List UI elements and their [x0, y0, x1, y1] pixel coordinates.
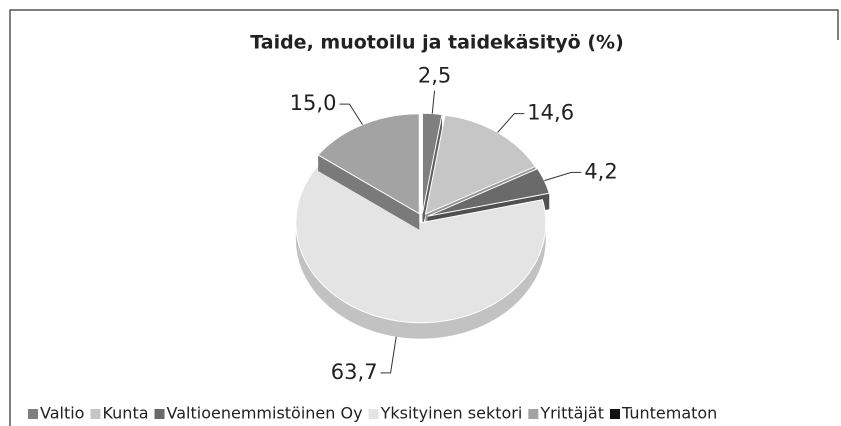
- legend-label: Valtio: [40, 404, 84, 423]
- legend-label: Valtioenemmistöinen Oy: [167, 404, 363, 423]
- legend-swatch: [609, 409, 620, 419]
- data-label: 2,5: [418, 64, 451, 88]
- slice-cut: [318, 154, 420, 230]
- legend-swatch: [368, 409, 379, 419]
- legend-label: Kunta: [102, 404, 148, 423]
- data-label: 63,7: [331, 360, 378, 384]
- leader-line: [380, 336, 397, 374]
- leader-line: [544, 171, 582, 182]
- legend-swatch: [28, 409, 38, 419]
- slice: [421, 112, 443, 230]
- slice: [317, 113, 420, 230]
- frame: [9, 9, 839, 426]
- slice-top: [295, 163, 547, 324]
- slice-cut: [422, 114, 443, 230]
- legend-swatch: [90, 409, 101, 419]
- leader-line: [497, 113, 525, 133]
- slice-top: [424, 114, 537, 215]
- leader-line: [431, 90, 436, 114]
- data-label: 14,6: [527, 101, 574, 125]
- legend-label: Yksityinen sektori: [380, 404, 523, 423]
- data-label: 4,2: [584, 159, 617, 183]
- leader-line: [339, 103, 363, 125]
- legend-label: Yrittäjät: [539, 404, 604, 423]
- data-label: 15,0: [290, 91, 337, 115]
- legend-swatch: [154, 409, 165, 419]
- legend-swatch: [528, 409, 539, 419]
- slice-top: [317, 113, 420, 215]
- chart-title: Taide, muotoilu ja taidekäsityö (%): [250, 32, 624, 54]
- legend-label: Tuntematon: [621, 404, 717, 423]
